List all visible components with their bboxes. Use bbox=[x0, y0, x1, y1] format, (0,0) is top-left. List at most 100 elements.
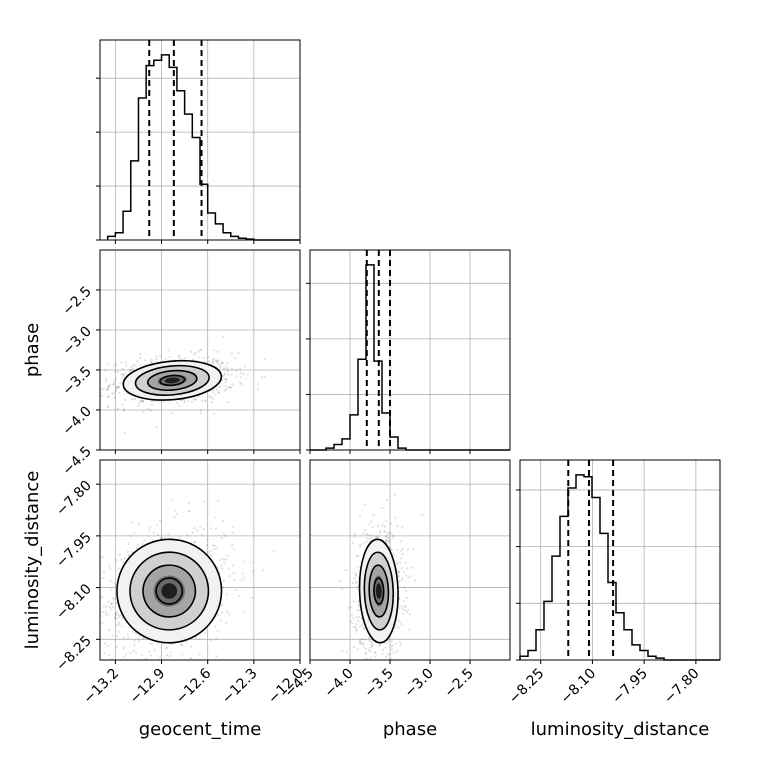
sample-point bbox=[399, 561, 402, 564]
sample-point bbox=[112, 383, 115, 386]
hist-frame bbox=[519, 459, 721, 661]
sample-point bbox=[384, 646, 387, 649]
sample-point bbox=[213, 547, 216, 551]
sample-point bbox=[390, 648, 394, 651]
sample-point bbox=[189, 645, 192, 648]
sample-point bbox=[352, 617, 355, 620]
sample-point bbox=[153, 649, 156, 652]
sample-point bbox=[394, 516, 397, 519]
sample-point bbox=[168, 355, 171, 359]
sample-point bbox=[404, 606, 407, 609]
sample-point bbox=[364, 503, 367, 506]
sample-point bbox=[212, 388, 215, 391]
sample-point bbox=[108, 564, 111, 568]
sample-point bbox=[102, 610, 105, 614]
sample-point bbox=[102, 605, 105, 608]
sample-point bbox=[183, 398, 186, 402]
x-tick-label: −8.25 bbox=[506, 666, 548, 708]
sample-point bbox=[121, 561, 125, 564]
sample-point bbox=[385, 655, 388, 658]
sample-point bbox=[211, 358, 215, 362]
contour-line bbox=[368, 564, 390, 618]
sample-point bbox=[63, 682, 65, 684]
sample-point bbox=[227, 367, 230, 370]
sample-point bbox=[97, 598, 99, 600]
sample-point bbox=[381, 524, 384, 527]
sample-point bbox=[385, 642, 388, 645]
sample-point bbox=[113, 597, 116, 600]
sample-point bbox=[356, 619, 360, 622]
sample-point bbox=[117, 615, 121, 619]
sample-point bbox=[392, 552, 395, 555]
sample-point bbox=[201, 399, 204, 402]
sample-point bbox=[339, 579, 342, 583]
sample-point bbox=[191, 531, 194, 534]
sample-point bbox=[223, 389, 226, 392]
x-tick-label: −8.10 bbox=[558, 666, 600, 708]
sample-point bbox=[144, 359, 147, 362]
hist-panel-geocent_time bbox=[96, 39, 301, 244]
sample-point bbox=[126, 550, 130, 553]
sample-point bbox=[239, 375, 242, 379]
sample-point bbox=[224, 365, 227, 368]
panel-frame bbox=[99, 249, 301, 451]
sample-point bbox=[107, 405, 110, 408]
sample-point bbox=[390, 657, 393, 660]
sample-point bbox=[217, 391, 221, 394]
sample-point bbox=[373, 651, 377, 654]
sample-point bbox=[206, 538, 209, 541]
sample-point bbox=[156, 533, 159, 536]
sample-point bbox=[101, 556, 104, 559]
sample-point bbox=[225, 378, 228, 381]
sample-point bbox=[390, 522, 393, 525]
sample-point bbox=[220, 567, 224, 570]
sample-point bbox=[130, 682, 132, 684]
sample-point bbox=[164, 647, 167, 650]
sample-point bbox=[213, 412, 216, 415]
sample-point bbox=[399, 643, 402, 647]
y-tick-label: −7.80 bbox=[53, 478, 95, 520]
sample-point bbox=[169, 651, 172, 654]
sample-point bbox=[407, 576, 410, 579]
sample-point bbox=[405, 574, 408, 577]
sample-point bbox=[394, 555, 397, 558]
sample-point bbox=[105, 377, 108, 380]
sample-point bbox=[174, 509, 177, 512]
sample-point bbox=[149, 654, 152, 657]
sample-point bbox=[137, 639, 141, 642]
sample-point bbox=[148, 526, 152, 529]
sample-point bbox=[155, 355, 158, 358]
sample-point bbox=[390, 645, 394, 648]
sample-point bbox=[92, 578, 94, 580]
sample-point bbox=[133, 644, 136, 647]
sample-point bbox=[124, 653, 128, 656]
sample-point bbox=[257, 387, 260, 390]
sample-point bbox=[118, 392, 121, 395]
sample-point bbox=[210, 401, 213, 404]
sample-point bbox=[100, 596, 103, 599]
sample-point bbox=[166, 654, 169, 657]
sample-point bbox=[228, 613, 231, 616]
sample-point bbox=[211, 360, 215, 364]
sample-point bbox=[122, 636, 125, 640]
sample-point bbox=[225, 558, 228, 561]
sample-point bbox=[237, 351, 240, 355]
sample-point bbox=[215, 546, 218, 550]
x-tick-label: −4.0 bbox=[321, 666, 356, 701]
sample-point bbox=[237, 594, 241, 597]
sample-point bbox=[355, 623, 358, 626]
sample-point bbox=[118, 553, 121, 556]
sample-point bbox=[123, 431, 126, 435]
sample-point bbox=[155, 425, 158, 429]
sample-point bbox=[401, 547, 404, 551]
sample-point bbox=[242, 611, 246, 614]
sample-point bbox=[226, 373, 229, 376]
sample-point bbox=[222, 586, 225, 589]
sample-point bbox=[363, 676, 365, 678]
sample-point bbox=[399, 641, 402, 644]
y-tick-label: −2.5 bbox=[59, 284, 94, 319]
sample-point bbox=[91, 574, 93, 576]
sample-point bbox=[106, 405, 110, 409]
sample-point bbox=[117, 614, 120, 617]
